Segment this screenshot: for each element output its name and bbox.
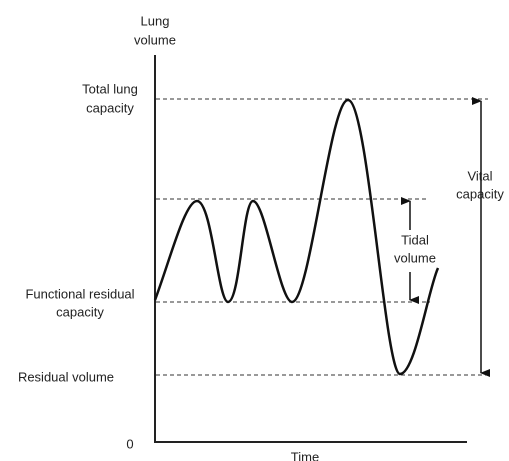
volume-curve	[153, 98, 440, 376]
y-label: volume	[134, 32, 176, 47]
level-label: Residual volume	[18, 369, 114, 384]
level-label: Total lung	[82, 81, 138, 96]
origin-label: 0	[126, 436, 133, 451]
bracket-label: volume	[394, 250, 436, 265]
bracket-label: Vital	[467, 168, 492, 183]
level-label: capacity	[56, 304, 104, 319]
level-label: capacity	[86, 100, 134, 115]
bracket-label: capacity	[456, 186, 504, 201]
bracket-label: Tidal	[401, 232, 429, 247]
level-label: Functional residual	[25, 286, 134, 301]
x-label: Time	[291, 449, 319, 461]
y-label: Lung	[141, 13, 170, 28]
